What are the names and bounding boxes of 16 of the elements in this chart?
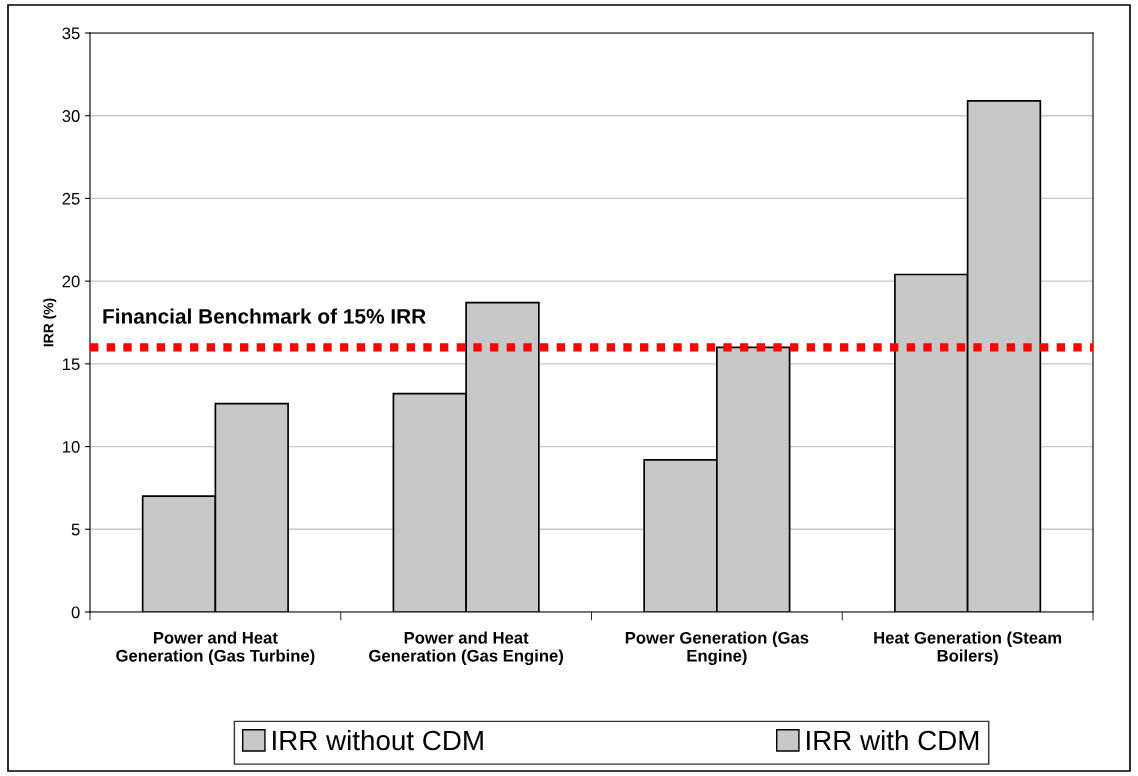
legend-label: IRR with CDM bbox=[807, 729, 979, 751]
y-tick-label: 15 bbox=[63, 358, 80, 371]
ref-line-label: Financial Benchmark of 15% IRR bbox=[103, 308, 426, 324]
y-tick-label: 5 bbox=[71, 523, 80, 536]
legend-label: IRR without CDM bbox=[273, 729, 483, 751]
y-tick-label: 35 bbox=[62, 27, 80, 40]
y-tick-label: 10 bbox=[63, 440, 80, 453]
y-axis-title: IRR (%) bbox=[43, 298, 57, 347]
y-tick-label: 20 bbox=[62, 275, 80, 288]
x-tick-label: Power Generation (Gas Engine) bbox=[625, 631, 809, 666]
x-tick-label: Heat Generation (Steam Boilers) bbox=[874, 631, 1062, 665]
y-tick-label: 25 bbox=[62, 192, 80, 205]
x-tick-label: Power and Heat Generation (Gas Engine) bbox=[369, 631, 563, 666]
y-tick-label: 0 bbox=[71, 606, 80, 619]
y-tick-label: 30 bbox=[62, 110, 80, 122]
x-tick-label: Power and Heat Generation (Gas Turbine) bbox=[116, 631, 315, 665]
